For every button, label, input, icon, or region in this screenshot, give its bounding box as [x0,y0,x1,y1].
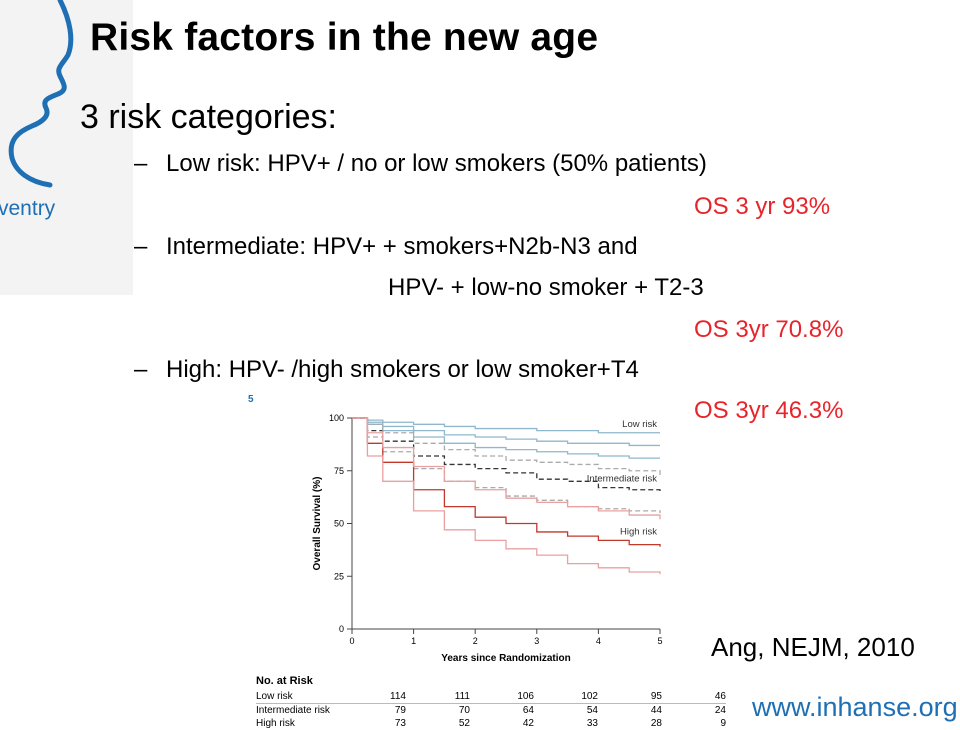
survival-curve [352,417,661,575]
risk-table-row: Intermediate risk 79 70 64 54 44 24 [256,704,726,718]
risk-table-cell: 111 [406,690,470,704]
bullet-intermediate-risk-line2: HPV- + low-no smoker + T2-3 [388,274,704,301]
os-high-risk: OS 3yr 46.3% [694,397,844,424]
risk-table-cell: 102 [534,690,598,704]
y-tick-label: 75 [334,466,344,476]
risk-table-cell: 33 [586,718,598,729]
x-tick-label: 3 [534,636,539,646]
risk-table-cell: 70 [458,705,470,716]
risk-table-cell: 79 [394,705,406,716]
os-low-risk: OS 3 yr 93% [694,193,831,220]
x-tick-label: 5 [657,636,662,646]
x-tick-label: 4 [596,636,601,646]
risk-table-row: Low risk 114 111 106 102 95 46 [256,690,726,704]
risk-table-cell: 46 [662,690,726,704]
logo-text: ventry [0,197,56,220]
series-label: High risk [620,526,657,537]
survival-curve [352,417,661,520]
slide-subtitle: 3 risk categories: [80,98,337,136]
figure-panel-mark: 5 [248,394,254,405]
y-tick-label: 50 [334,519,344,529]
bullet-high-risk: High: HPV- /high smokers or low smoker+T… [166,356,639,383]
risk-table-cell: 73 [394,718,406,729]
risk-table-row-label: Intermediate risk [256,705,330,716]
y-tick-label: 100 [329,413,344,423]
bullet-dash: – [134,150,148,177]
risk-table-row-label: Low risk [256,690,342,704]
risk-table-cell: 54 [586,705,598,716]
survival-chart: 0 25 50 75 100 0 1 2 3 4 5 Years since Randomizatio… [312,413,663,664]
series-label: Intermediate risk [587,474,657,485]
os-intermediate-risk: OS 3yr 70.8% [694,316,844,343]
bullet-intermediate-risk: Intermediate: HPV+ + smokers+N2b-N3 and [166,233,638,260]
risk-table-row: High risk 73 52 42 33 28 9 [256,717,726,730]
risk-table-cell: 64 [522,705,534,716]
logo-panel: ventry [0,0,133,295]
risk-table-cell: 42 [522,718,534,729]
risk-table-cell: 44 [650,705,662,716]
x-axis-label: Years since Randomization [441,653,571,664]
x-tick-label: 0 [349,636,354,646]
survival-curve [352,417,660,447]
risk-table-row-label: High risk [256,718,295,729]
y-tick-label: 25 [334,571,344,581]
risk-table-cell: 28 [650,718,662,729]
face-profile-logo-icon [8,0,74,188]
series-label: Low risk [622,419,657,430]
y-tick-label: 0 [339,624,344,634]
slide-title: Risk factors in the new age [90,16,599,59]
risk-table-cell: 106 [470,690,534,704]
website-url[interactable]: www.inhanse.org [752,692,958,722]
citation: Ang, NEJM, 2010 [711,632,915,662]
survival-curve [352,417,661,475]
bullet-low-risk: Low risk: HPV+ / no or low smokers (50% … [166,150,707,177]
x-tick-label: 1 [411,636,416,646]
bullet-dash: – [134,356,148,383]
survival-curve [352,417,660,434]
risk-table-cell: 52 [458,718,470,729]
x-tick-label: 2 [473,636,478,646]
y-axis-label: Overall Survival (%) [312,477,323,571]
risk-table-cell: 9 [720,718,726,729]
risk-table-cell: 95 [598,690,662,704]
risk-table-header: No. at Risk [256,675,313,687]
bullet-dash: – [134,233,148,260]
number-at-risk-table: No. at Risk Low risk 114 111 106 102 95 46 Inte… [256,675,726,730]
risk-table-cell: 24 [714,705,726,716]
risk-table-cell: 114 [342,690,406,704]
